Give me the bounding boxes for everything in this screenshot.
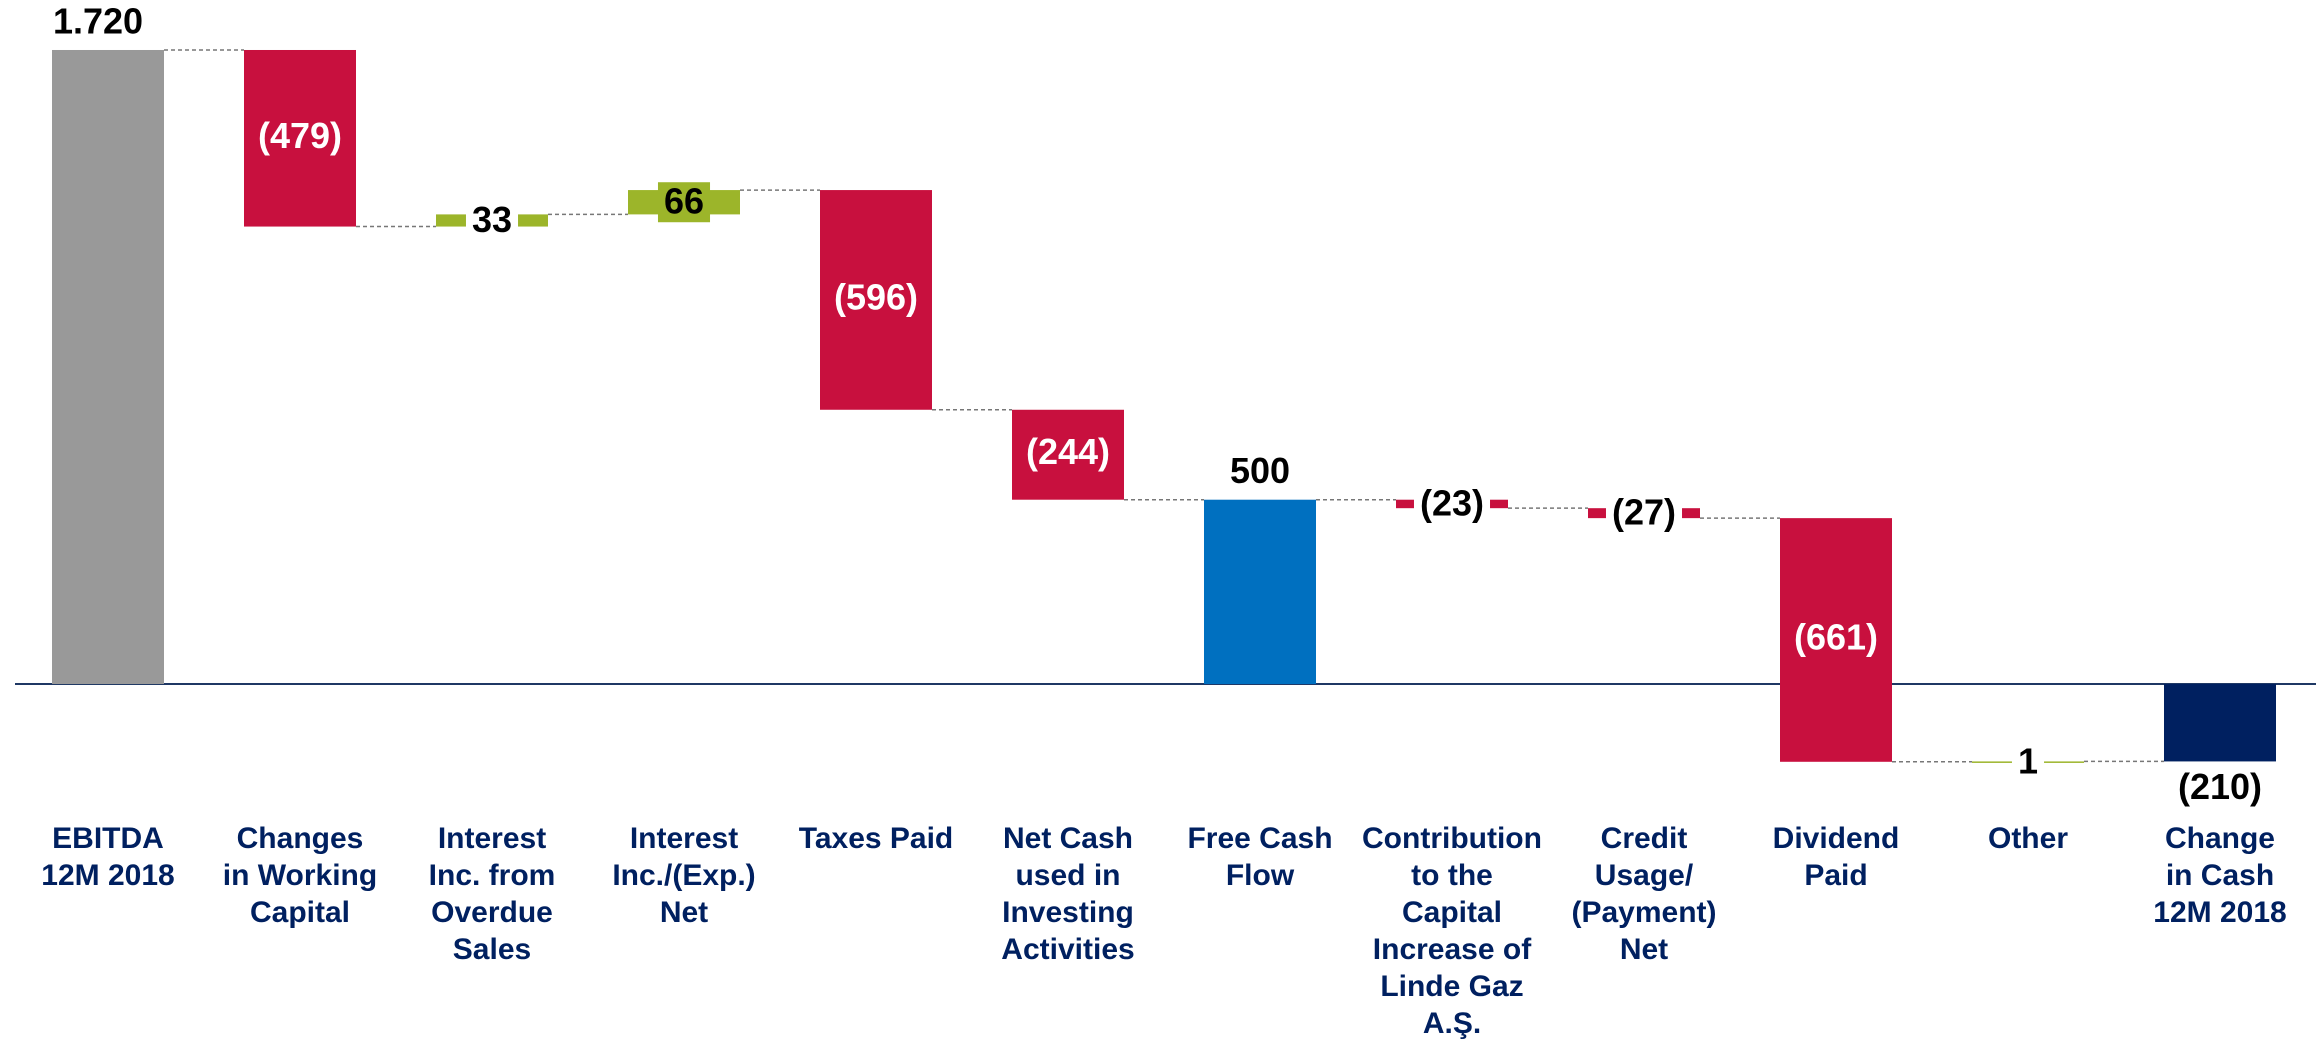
x-tick-label: Interest Inc. from Overdue Sales bbox=[428, 822, 556, 966]
label-bg bbox=[465, 200, 519, 241]
chart: 1.720 (479) 33 66 (596) (244) 500 (23) (27) (661)… bbox=[15, 1, 2316, 807]
bar bbox=[820, 190, 932, 410]
value-label: (479) bbox=[258, 115, 342, 156]
value-label: (23) bbox=[1420, 482, 1484, 523]
label-bg bbox=[1413, 483, 1491, 524]
x-tick-label: Contribution to the Capital Increase of … bbox=[1362, 822, 1542, 1040]
x-tick-label: Taxes Paid bbox=[798, 822, 954, 855]
value-label: 1 bbox=[2018, 741, 2038, 782]
x-tick-label: EBITDA 12M 2018 bbox=[41, 822, 175, 892]
x-tick-label: Changes in Working Capital bbox=[222, 822, 378, 929]
value-label: (661) bbox=[1794, 616, 1878, 657]
value-label: (596) bbox=[834, 276, 918, 317]
x-tick-label: Credit Usage/ (Payment) Net bbox=[1571, 822, 1717, 966]
bar bbox=[2164, 684, 2276, 762]
bar bbox=[1780, 518, 1892, 762]
x-tick-label: Change in Cash 12M 2018 bbox=[2153, 822, 2287, 929]
label-bg bbox=[1605, 493, 1683, 534]
bar bbox=[52, 49, 164, 685]
x-tick-label: Interest Inc./(Exp.) Net bbox=[612, 822, 756, 929]
x-tick-label: Other bbox=[1987, 822, 2068, 855]
value-label: (244) bbox=[1026, 431, 1110, 472]
value-label: 1.720 bbox=[53, 1, 143, 42]
bar bbox=[1204, 499, 1316, 685]
value-label: (210) bbox=[2178, 766, 2262, 807]
value-label: 66 bbox=[664, 181, 704, 222]
value-label: (27) bbox=[1612, 492, 1676, 533]
bar bbox=[244, 49, 356, 227]
x-tick-label: Net Cash used in Investing Activities bbox=[1001, 822, 1135, 966]
value-label: 500 bbox=[1230, 450, 1290, 491]
x-tick-label: Dividend Paid bbox=[1772, 822, 1900, 892]
label-bg bbox=[657, 182, 711, 223]
value-label: 33 bbox=[472, 199, 512, 240]
x-tick-label: Free Cash Flow bbox=[1187, 822, 1333, 892]
label-bg bbox=[2011, 742, 2045, 783]
bar bbox=[1012, 409, 1124, 500]
